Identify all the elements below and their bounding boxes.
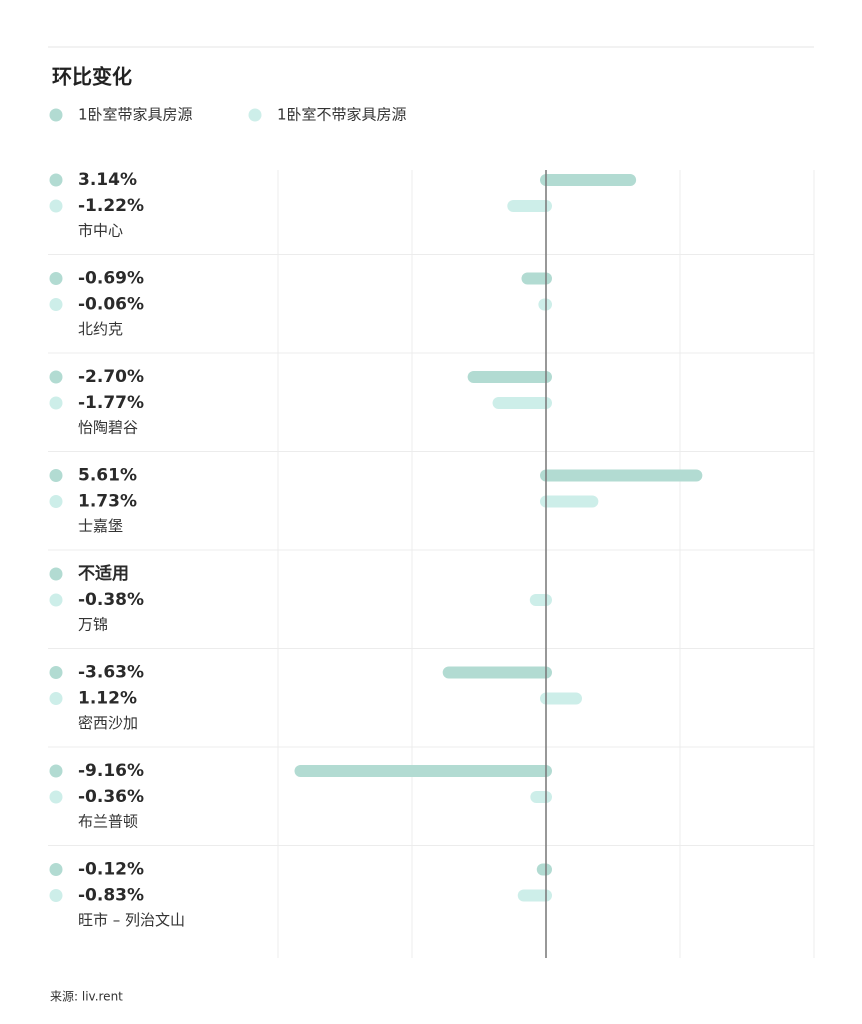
value-label: -3.63% [78, 663, 144, 683]
row-swatch [49, 469, 63, 482]
value-label: -0.12% [78, 860, 144, 880]
row-swatch [49, 173, 63, 187]
row-swatch [49, 495, 63, 508]
value-label: 1.12% [78, 689, 137, 709]
value-label: 3.14% [78, 170, 137, 190]
source: 来源: liv.rent [50, 990, 123, 1004]
category-label: 市中心 [78, 222, 123, 240]
row-swatch [49, 370, 63, 384]
value-label: 不适用 [78, 564, 129, 584]
legend-label: 1卧室不带家具房源 [277, 106, 407, 124]
value-label: -2.70% [78, 367, 144, 387]
category-label: 怡陶碧谷 [78, 419, 138, 437]
value-label: -9.16% [78, 761, 144, 781]
legend-swatch [248, 108, 262, 122]
row-swatch [49, 396, 63, 410]
row-swatch [49, 790, 63, 804]
category-label: 旺市 – 列治文山 [78, 911, 185, 929]
value-label: 1.73% [78, 492, 137, 512]
row-swatch [49, 567, 63, 581]
row-swatch [49, 199, 63, 213]
value-label: 5.61% [78, 466, 137, 486]
category-label: 布兰普顿 [78, 813, 138, 831]
value-label: -1.77% [78, 393, 144, 413]
value-label: -0.06% [78, 295, 144, 315]
row-swatch [49, 692, 63, 705]
row-swatch [49, 863, 63, 876]
row-swatch [49, 298, 63, 311]
value-label: -0.36% [78, 787, 144, 807]
legend-label: 1卧室带家具房源 [78, 106, 193, 124]
row-swatch [49, 764, 63, 778]
value-label: -1.22% [78, 196, 144, 216]
row-swatch [49, 889, 63, 902]
row-swatch [49, 593, 63, 607]
category-label: 北约克 [78, 320, 123, 338]
value-label: -0.69% [78, 269, 144, 289]
row-swatch [49, 272, 63, 285]
value-label: -0.83% [78, 886, 144, 906]
category-label: 士嘉堡 [78, 517, 123, 535]
category-label: 万锦 [78, 616, 108, 634]
row-swatch [49, 666, 63, 679]
legend-swatch [49, 108, 63, 122]
value-label: -0.38% [78, 590, 144, 610]
category-label: 密西沙加 [78, 714, 138, 732]
chart-title: 环比变化 [52, 65, 132, 89]
